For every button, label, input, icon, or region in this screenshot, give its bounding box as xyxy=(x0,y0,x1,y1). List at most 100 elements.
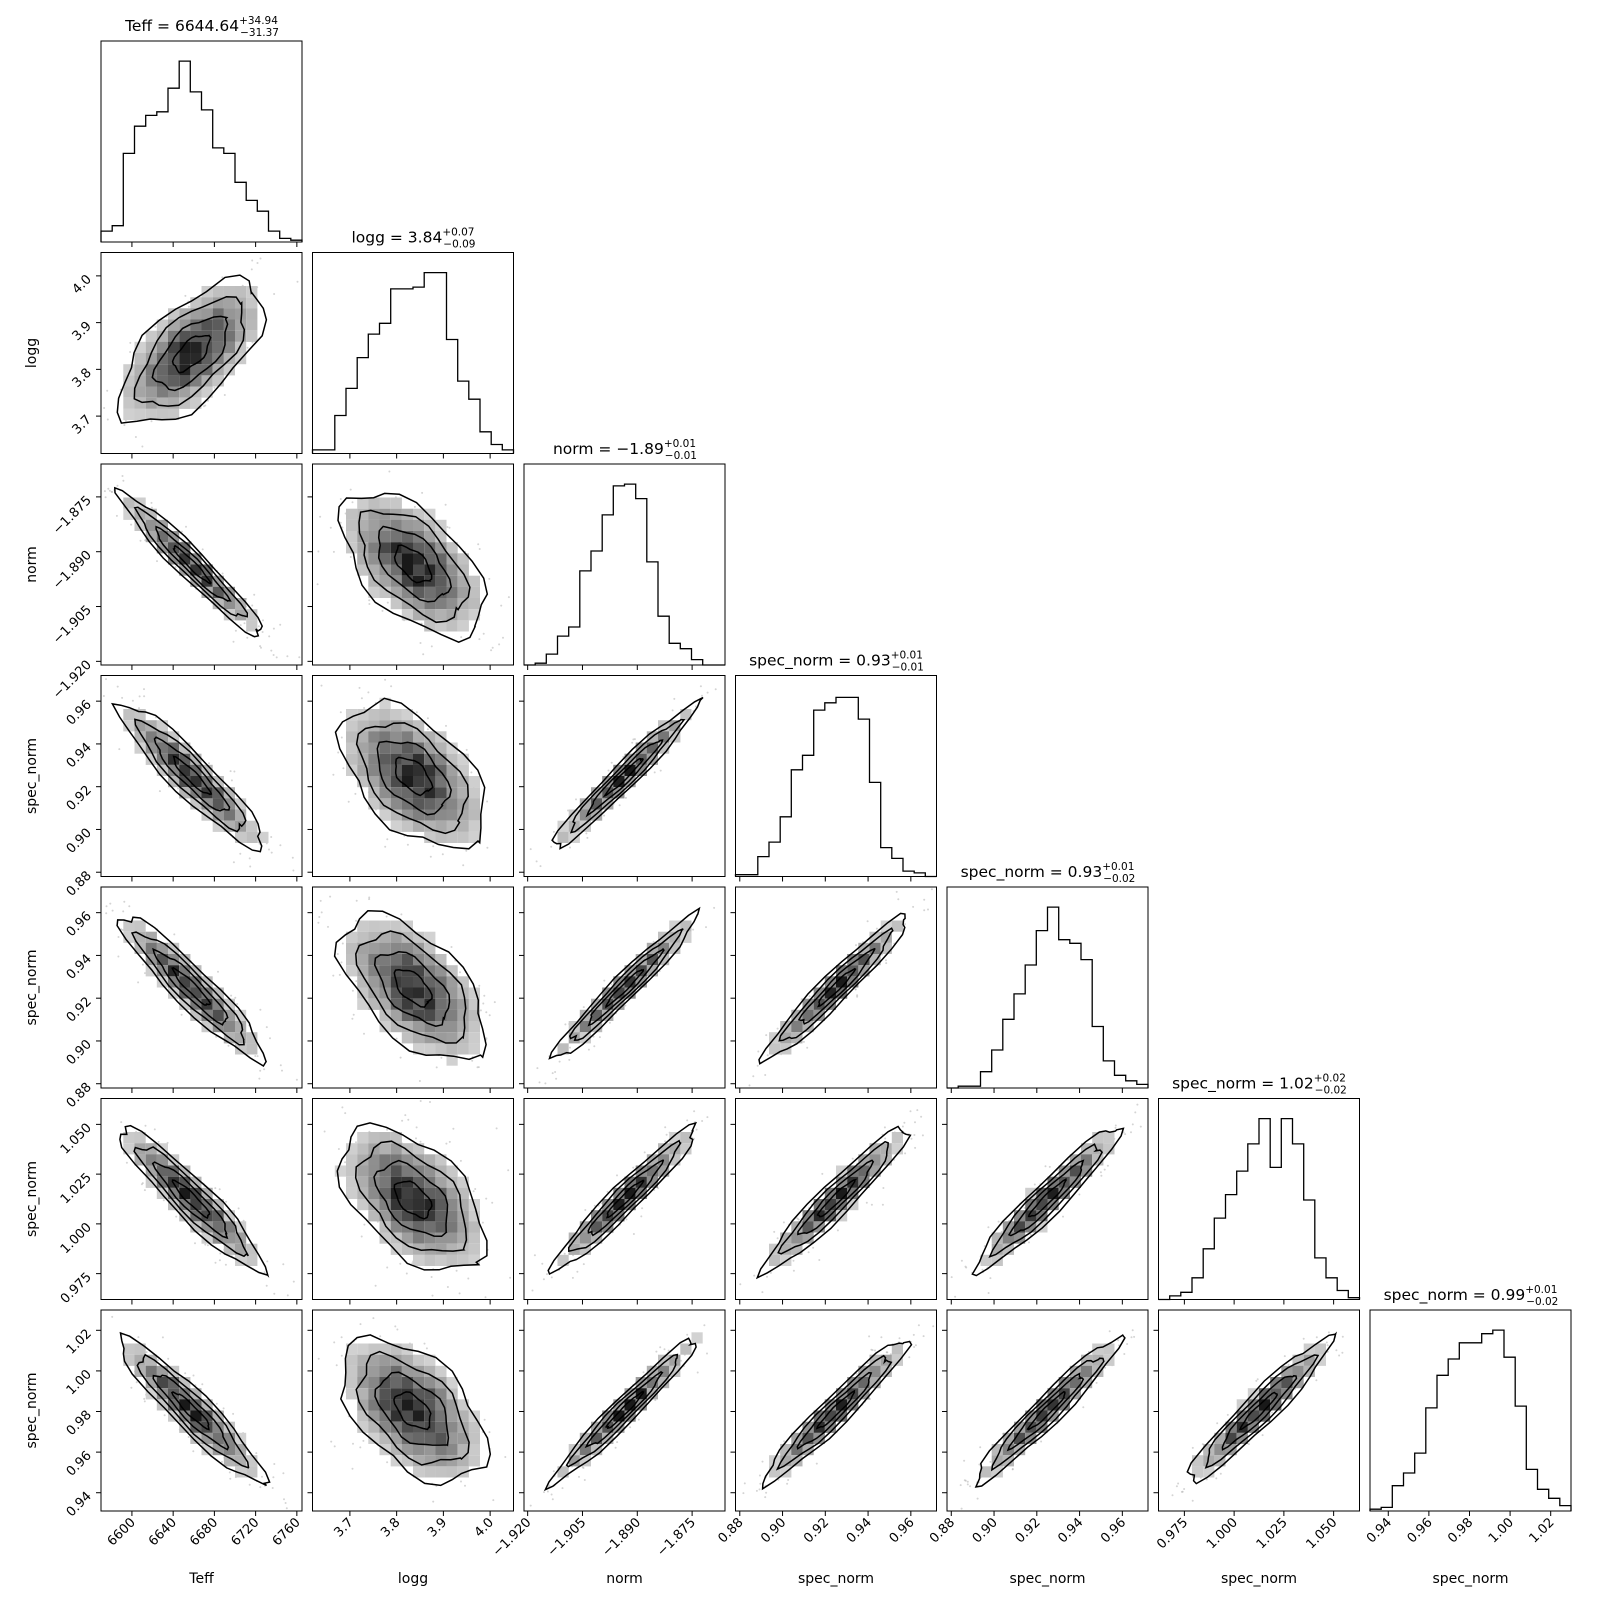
density-cell xyxy=(357,931,369,943)
x-tick-label: 1.050 xyxy=(1304,1515,1341,1552)
density-cell xyxy=(257,831,269,843)
density-cell xyxy=(145,519,157,531)
sample-point xyxy=(363,1032,365,1035)
density-cell xyxy=(235,1043,247,1055)
x-tick-label: 3.9 xyxy=(425,1515,450,1540)
density-cell xyxy=(390,1199,402,1211)
density-cell xyxy=(201,1232,213,1244)
density-cell xyxy=(368,954,380,966)
contour-line xyxy=(393,544,433,584)
density-cell xyxy=(401,1187,413,1199)
density-cell xyxy=(368,1399,380,1411)
density-cell xyxy=(591,1221,603,1233)
sample-point xyxy=(671,709,674,712)
density-cell xyxy=(424,731,436,743)
sample-point xyxy=(358,686,361,689)
sample-point xyxy=(493,1001,496,1004)
density-cell xyxy=(424,586,436,598)
x-tick-label: 3.8 xyxy=(378,1515,403,1540)
density-cell xyxy=(468,1032,480,1044)
sample-point xyxy=(273,1463,276,1465)
sample-point xyxy=(229,1477,232,1480)
density-cell xyxy=(235,831,247,843)
density-cell xyxy=(134,1354,146,1366)
sample-point xyxy=(201,1383,204,1386)
sample-point xyxy=(886,1351,889,1354)
density-cell xyxy=(179,319,191,331)
sample-point xyxy=(386,601,389,604)
sample-point xyxy=(317,550,320,553)
density-cell xyxy=(624,987,636,999)
sample-point xyxy=(161,1336,164,1339)
density-cell xyxy=(357,1399,369,1411)
density-cell xyxy=(156,965,168,977)
density-cell xyxy=(424,1377,436,1389)
density-cell xyxy=(212,1444,224,1456)
density-cell xyxy=(613,787,625,799)
x-tick-label: 0.96 xyxy=(1098,1515,1129,1546)
contour-line xyxy=(777,1140,889,1255)
x-tick-label: 0.96 xyxy=(887,1515,918,1546)
density-cell xyxy=(446,1243,458,1255)
y-tick-label: 0.94 xyxy=(64,740,95,771)
y-tick-label: 1.02 xyxy=(64,1327,95,1358)
sample-point xyxy=(865,1201,868,1204)
sample-point xyxy=(686,1333,689,1336)
sample-point xyxy=(248,1483,251,1486)
density-cell xyxy=(413,1176,425,1188)
density-cell xyxy=(435,553,447,565)
sample-point xyxy=(498,643,501,646)
sample-point xyxy=(124,419,127,422)
sample-point xyxy=(258,1077,261,1080)
density-cell xyxy=(658,742,670,754)
density-cell xyxy=(379,731,391,743)
sample-point xyxy=(263,1068,266,1071)
sample-point xyxy=(465,748,468,751)
density-cell xyxy=(379,542,391,554)
density-cell xyxy=(390,987,402,999)
density-cell xyxy=(446,742,458,754)
sample-point xyxy=(923,898,926,901)
axes-frame xyxy=(735,1309,937,1512)
sample-point xyxy=(786,1482,789,1485)
sample-point xyxy=(372,1317,375,1320)
density-cell xyxy=(357,731,369,743)
sample-point xyxy=(317,1357,320,1360)
sample-point xyxy=(606,1190,609,1193)
density-cell xyxy=(557,820,569,832)
sample-point xyxy=(616,1441,619,1444)
contour-line xyxy=(797,947,876,1025)
density-cell xyxy=(413,942,425,954)
density-cell xyxy=(435,620,447,632)
density-cell xyxy=(457,1009,469,1021)
sample-point xyxy=(883,1126,886,1129)
sample-point xyxy=(576,1270,579,1273)
density-cell xyxy=(413,1466,425,1478)
density-cell xyxy=(1103,1143,1115,1155)
density-cell xyxy=(413,820,425,832)
density-cell xyxy=(390,598,402,610)
axes-frame xyxy=(100,40,303,243)
density-cell xyxy=(357,954,369,966)
contour-line xyxy=(1204,1354,1320,1469)
y-tick-label: 0.88 xyxy=(64,868,95,899)
density-cell xyxy=(390,519,402,531)
density-cell xyxy=(557,1043,569,1055)
density-cell xyxy=(457,586,469,598)
density-cell xyxy=(435,787,447,799)
density-cell xyxy=(669,1365,681,1377)
density-cell xyxy=(179,954,191,966)
sample-point xyxy=(541,1262,544,1265)
density-cell xyxy=(156,319,168,331)
density-cell xyxy=(379,1388,391,1400)
density-cell xyxy=(390,531,402,543)
density-cell xyxy=(201,297,213,309)
density-cell xyxy=(413,931,425,943)
sample-point xyxy=(349,556,352,558)
density-cell xyxy=(379,1154,391,1166)
sample-point xyxy=(903,1121,906,1124)
contour-line xyxy=(333,910,487,1061)
contour-line xyxy=(548,906,701,1060)
sample-point xyxy=(455,1269,458,1272)
